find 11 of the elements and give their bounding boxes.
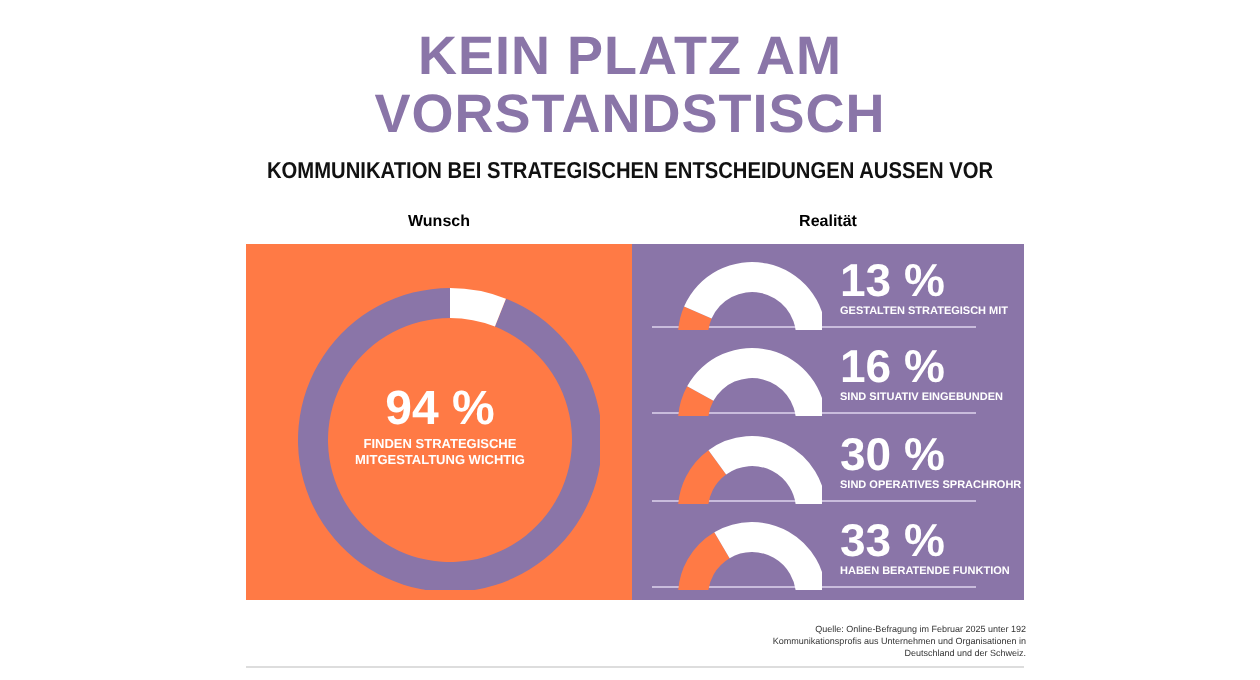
text: 30 % [840,427,945,480]
chart-title: KEIN PLATZ AM VORSTANDSTISCH [372,26,888,144]
chart-subtitle: KOMMUNIKATION BEI STRATEGISCHEN ENTSCHEIDUNGEN AUSSEN VOR [264,160,996,184]
donut-slice [298,288,600,590]
text: Realität [797,212,859,230]
text: Wunsch [406,212,472,230]
text: 16 % [840,340,945,393]
text: 13 % [840,254,945,306]
data-label: 94 % [383,382,497,438]
donut-slice [450,288,506,327]
text: 33 % [840,513,945,566]
